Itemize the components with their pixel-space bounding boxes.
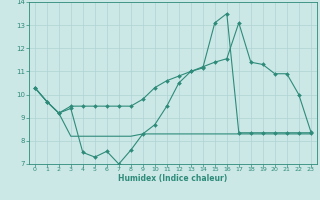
X-axis label: Humidex (Indice chaleur): Humidex (Indice chaleur) [118, 174, 228, 183]
